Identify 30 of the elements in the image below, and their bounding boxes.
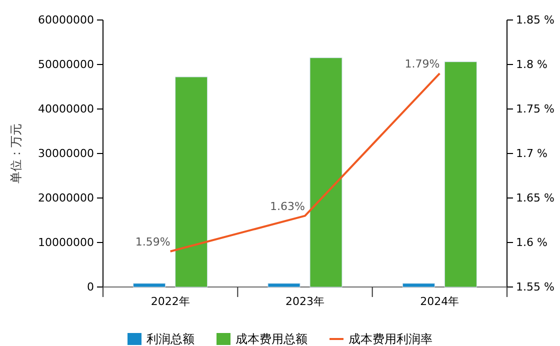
- y-tick-label: 30000000: [38, 147, 94, 160]
- x-tick-label: 2024年: [420, 294, 460, 308]
- bar: [268, 283, 300, 288]
- y-tick-label: 20000000: [38, 192, 94, 205]
- y2-tick-label: 1.6 %: [516, 236, 548, 250]
- y2-tick-label: 1.65 %: [516, 192, 554, 205]
- bar: [310, 58, 342, 288]
- x-tick-label: 2022年: [150, 294, 190, 308]
- legend-label: 成本费用总额: [236, 332, 308, 346]
- y-axis-title: 单位：万元: [9, 124, 23, 184]
- legend-label: 成本费用利润率: [348, 332, 432, 346]
- y2-tick-label: 1.85 %: [516, 14, 554, 27]
- y2-tick-label: 1.8 %: [516, 58, 548, 72]
- y-tick-label: 50000000: [38, 58, 94, 72]
- bar: [402, 283, 435, 288]
- y-tick-label: 40000000: [38, 102, 94, 116]
- data-label: 1.59%: [135, 235, 170, 248]
- y2-tick-label: 1.75 %: [516, 102, 554, 116]
- y-tick-label: 0: [87, 280, 94, 294]
- legend-label: 利润总额: [146, 332, 194, 346]
- bar: [175, 76, 208, 288]
- y-tick-label: 10000000: [38, 236, 94, 250]
- x-tick-label: 2023年: [286, 294, 324, 308]
- bar: [133, 283, 166, 288]
- y2-tick-label: 1.55 %: [516, 280, 554, 294]
- data-label: 1.63%: [270, 200, 305, 213]
- bar: [444, 62, 477, 288]
- data-label: 1.79%: [404, 57, 440, 70]
- y2-tick-label: 1.7 %: [516, 147, 548, 160]
- y-tick-label: 60000000: [38, 14, 94, 27]
